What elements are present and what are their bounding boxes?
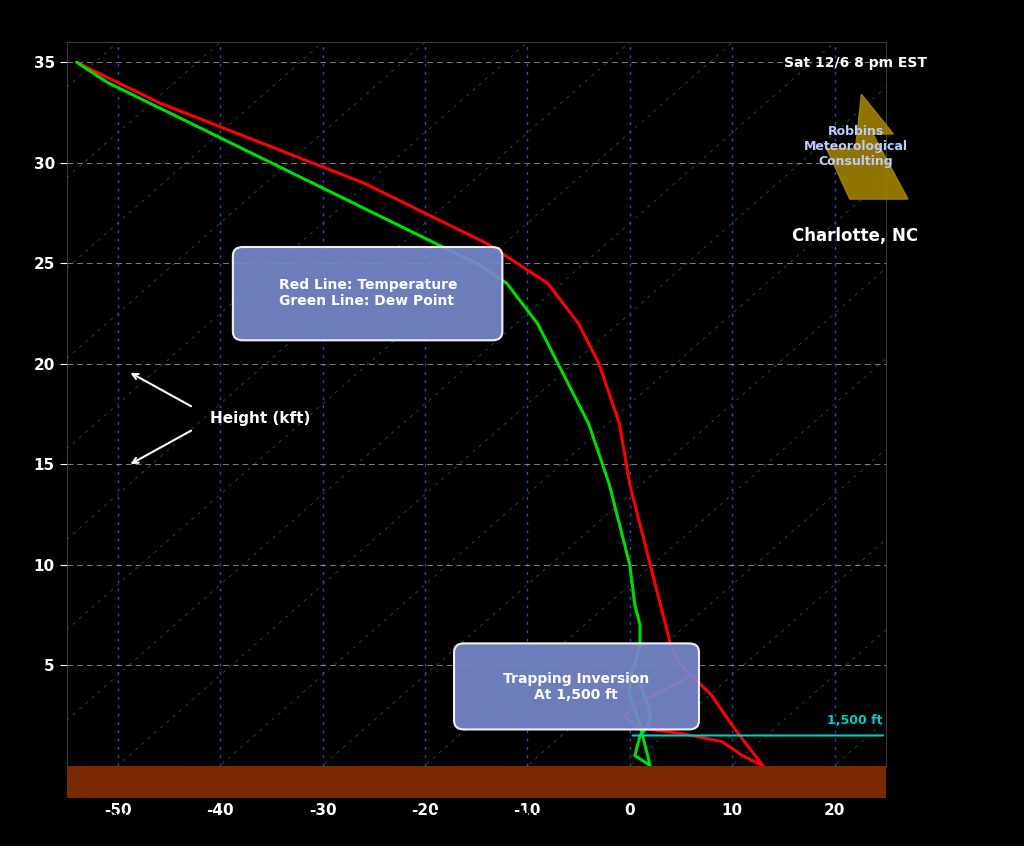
Text: Saturday   Dec 6  8:00 pm: Saturday Dec 6 8:00 pm <box>854 811 1019 825</box>
Text: Red Line: Temperature
Green Line: Dew Point: Red Line: Temperature Green Line: Dew Po… <box>279 278 458 309</box>
Text: Trapping Inversion
At 1,500 ft: Trapping Inversion At 1,500 ft <box>503 672 649 702</box>
Polygon shape <box>826 94 908 199</box>
FancyBboxPatch shape <box>232 247 503 340</box>
Text: Height (kft): Height (kft) <box>210 411 310 426</box>
Text: Sat 12/6 8 pm EST: Sat 12/6 8 pm EST <box>784 56 927 69</box>
Text: 1,500 ft: 1,500 ft <box>827 715 883 728</box>
Text: Temperature °C: Temperature °C <box>433 809 591 827</box>
FancyBboxPatch shape <box>454 644 699 729</box>
Text: 12/07/14   1:00 Z: 12/07/14 1:00 Z <box>72 811 180 825</box>
Text: Charlotte, NC: Charlotte, NC <box>793 227 919 245</box>
Text: Robbins
Meteorological
Consulting: Robbins Meteorological Consulting <box>804 124 907 168</box>
